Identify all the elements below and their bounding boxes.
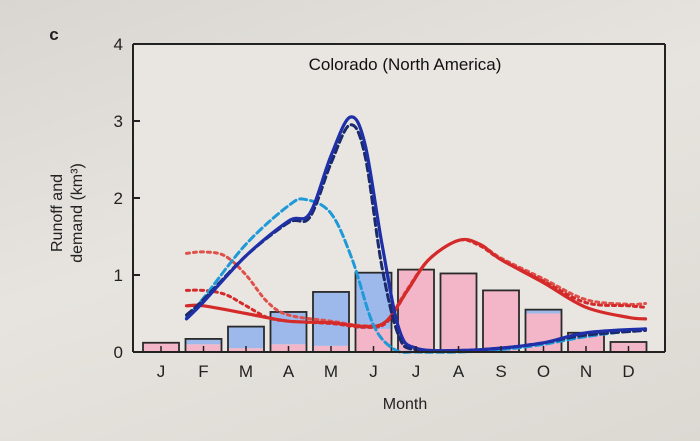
- y-tick-label-2: 2: [114, 189, 123, 208]
- x-tick-label-8: S: [495, 362, 506, 381]
- series-line-3: [184, 237, 648, 329]
- panel-label: c: [49, 25, 58, 44]
- series-line-0: [184, 115, 648, 353]
- y-tick-label-4: 4: [114, 35, 123, 54]
- x-tick-label-9: O: [537, 362, 550, 381]
- x-axis-label: Month: [383, 396, 427, 413]
- y-tick-label-0: 0: [114, 343, 123, 362]
- x-tick-label-10: N: [580, 362, 592, 381]
- bar-blue-9: [525, 309, 562, 314]
- y-axis-label-line1: Runoff and: [49, 174, 66, 252]
- y-tick-label-1: 1: [114, 266, 123, 285]
- x-tick-label-5: J: [369, 362, 378, 381]
- x-tick-label-11: D: [622, 362, 634, 381]
- x-tick-label-4: M: [324, 362, 338, 381]
- y-axis-label-line2: demand (km³): [69, 163, 86, 263]
- x-tick-label-7: A: [453, 362, 465, 381]
- bar-pink-8: [483, 290, 519, 352]
- chart-title: Colorado (North America): [309, 55, 502, 74]
- x-tick-label-1: F: [198, 362, 208, 381]
- x-tick-label-3: A: [283, 362, 295, 381]
- bar-blue-5: [355, 272, 392, 329]
- bar-pink-7: [440, 273, 477, 352]
- bar-blue-1: [185, 338, 222, 345]
- x-tick-label-6: J: [412, 362, 421, 381]
- bar-pink-5: [355, 328, 392, 352]
- x-tick-label-2: M: [239, 362, 253, 381]
- bar-pink-10: [568, 332, 604, 352]
- x-tick-label-0: J: [157, 362, 166, 381]
- bar-blue-2: [228, 326, 264, 349]
- y-tick-label-3: 3: [114, 112, 123, 131]
